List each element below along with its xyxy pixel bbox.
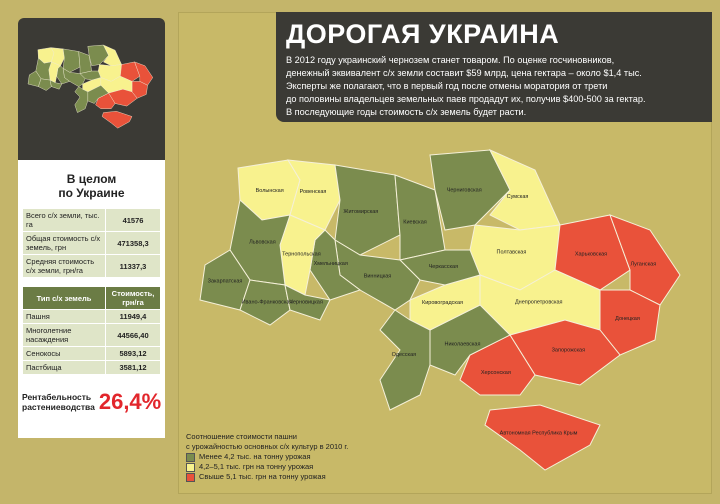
value-cell: 11949,4 bbox=[105, 309, 161, 324]
region-label: Житомирская bbox=[343, 209, 378, 215]
profitability: Рентабельность растениеводства 26,4% bbox=[22, 389, 161, 415]
mini-region bbox=[62, 48, 81, 73]
value-cell: 471358,3 bbox=[105, 231, 161, 255]
intro-line: В последующие годы стоимость с/х земель … bbox=[286, 107, 527, 117]
summary-title-line: В целом bbox=[66, 172, 117, 186]
region-label: Одесская bbox=[392, 352, 417, 358]
summary-title: В целом по Украине bbox=[18, 172, 165, 200]
label-cell: Средняя стоимость с/х земли, грн/га bbox=[22, 254, 106, 278]
mini-region bbox=[101, 111, 133, 129]
intro-text: В 2012 году украинский чернозем станет т… bbox=[286, 54, 712, 119]
row: Многолетние насаждения 44566,40 bbox=[22, 323, 161, 347]
row: Общая стоимость с/х земель, грн 471358,3 bbox=[22, 231, 161, 255]
region-label: Кировоградская bbox=[422, 300, 463, 306]
label-cell: Пастбища bbox=[22, 360, 106, 375]
region-label: Киевская bbox=[403, 219, 427, 225]
legend-item: 4,2–5,1 тыс. грн на тонну урожая bbox=[186, 462, 348, 472]
types-table: Тип с/х земель Стоимость, грн/га Пашня 119… bbox=[22, 286, 161, 375]
mini-region bbox=[120, 61, 141, 82]
region-label: Днепропетровская bbox=[515, 299, 563, 305]
legend-swatch bbox=[186, 462, 195, 472]
region-label: Львовская bbox=[249, 240, 276, 246]
label-cell: Многолетние насаждения bbox=[22, 323, 106, 347]
header-box: ДОРОГАЯ УКРАИНА В 2012 году украинский ч… bbox=[276, 12, 712, 122]
region-label: Винницкая bbox=[364, 274, 392, 280]
intro-line: денежный эквивалент с/х земли составит $… bbox=[286, 68, 642, 78]
mini-region bbox=[38, 78, 52, 91]
row: Сенокосы 5893,12 bbox=[22, 346, 161, 361]
mini-region bbox=[74, 86, 89, 113]
header-cell: Стоимость, грн/га bbox=[105, 286, 161, 310]
legend-title: с урожайностью основных с/х культур в 20… bbox=[186, 442, 349, 451]
row: Средняя стоимость с/х земли, грн/га 11337… bbox=[22, 254, 161, 278]
intro-line: до половины владельцев земельных паев пр… bbox=[286, 94, 646, 104]
region-label: Автономная Республика Крым bbox=[500, 430, 578, 436]
region-label: Херсонская bbox=[481, 370, 511, 376]
region-label: Донецкая bbox=[615, 316, 640, 322]
region-label: Хмельницкая bbox=[314, 261, 348, 267]
summary-title-line: по Украине bbox=[58, 186, 125, 200]
region-label: Луганская bbox=[630, 262, 656, 268]
intro-line: Эксперты же полагают, что в первый год п… bbox=[286, 81, 608, 91]
region bbox=[484, 404, 601, 471]
legend-label: 4,2–5,1 тыс. грн на тонну урожая bbox=[199, 462, 314, 471]
region-label: Черниговская bbox=[447, 187, 482, 193]
header-cell: Тип с/х земель bbox=[22, 286, 106, 310]
region-label: Полтавская bbox=[497, 250, 527, 256]
profitability-value: 26,4% bbox=[98, 389, 162, 414]
legend-item: Менее 4,2 тыс. на тонну урожая bbox=[186, 452, 348, 462]
label-cell: Всего с/х земли, тыс. га bbox=[22, 208, 106, 232]
intro-line: В 2012 году украинский чернозем станет т… bbox=[286, 55, 615, 65]
region bbox=[379, 309, 431, 411]
region bbox=[554, 214, 631, 291]
region-label: Черновицкая bbox=[289, 299, 323, 305]
region-label: Ровенская bbox=[300, 189, 327, 195]
mini-region bbox=[49, 79, 63, 90]
region-label: Харьковская bbox=[575, 251, 607, 257]
legend: Соотношение стоимости пашни с урожайност… bbox=[186, 432, 348, 482]
region bbox=[239, 279, 291, 326]
legend-label: Менее 4,2 тыс. на тонну урожая bbox=[199, 452, 311, 461]
region bbox=[284, 284, 331, 321]
label-cell: Общая стоимость с/х земель, грн bbox=[22, 231, 106, 255]
title: ДОРОГАЯ УКРАИНА bbox=[286, 19, 560, 49]
region-label: Сумская bbox=[507, 194, 529, 200]
totals-table: Всего с/х земли, тыс. га 41576 Общая стоим… bbox=[22, 208, 161, 278]
legend-label: Свыше 5,1 тыс. грн на тонну урожая bbox=[199, 472, 326, 481]
legend-item: Свыше 5,1 тыс. грн на тонну урожая bbox=[186, 472, 348, 482]
region-label: Ивано-Франковская bbox=[242, 299, 293, 305]
summary-panel: В целом по Украине Всего с/х земли, тыс. … bbox=[18, 160, 165, 438]
region-label: Волынская bbox=[256, 188, 284, 194]
value-cell: 44566,40 bbox=[105, 323, 161, 347]
legend-swatch bbox=[186, 472, 195, 482]
region-label: Закарпатская bbox=[208, 278, 243, 284]
legend-title: Соотношение стоимости пашни bbox=[186, 432, 297, 441]
legend-swatch bbox=[186, 452, 195, 462]
value-cell: 3581,12 bbox=[105, 360, 161, 375]
region-label: Николаевская bbox=[445, 342, 481, 348]
value-cell: 11337,3 bbox=[105, 254, 161, 278]
region-label: Запорожская bbox=[552, 347, 585, 353]
row: Пастбища 3581,12 bbox=[22, 360, 161, 375]
region-label: Тернопольская bbox=[282, 252, 321, 258]
profitability-label: растениеводства bbox=[22, 402, 95, 412]
label-cell: Сенокосы bbox=[22, 346, 106, 361]
profitability-label: Рентабельность bbox=[22, 392, 92, 402]
region-label: Черкасская bbox=[429, 264, 458, 270]
